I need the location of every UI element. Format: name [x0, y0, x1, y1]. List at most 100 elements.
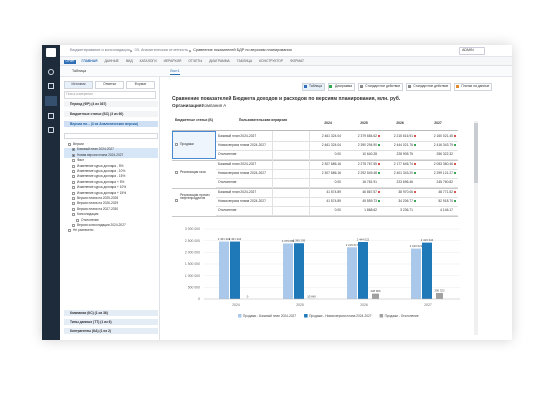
ribbon-tab[interactable]: ВИД	[125, 59, 133, 63]
tree-item[interactable]: Факт	[77, 158, 85, 163]
dimension-header[interactable]: Бюджетные статьи (БС) (3 из 60)	[64, 111, 158, 118]
tree-checkbox[interactable]	[72, 180, 75, 184]
dimension-header[interactable]: Типы данных (ТТ) (1 из 6)	[64, 319, 158, 326]
ribbon-tab[interactable]: Отчет	[64, 59, 77, 64]
row-label: Новая версия плана 2024-2027	[218, 170, 266, 175]
tree-checkbox[interactable]	[72, 186, 75, 190]
user-box[interactable]	[459, 47, 485, 55]
tree-item[interactable]: Базовый план 2024-2027	[77, 147, 114, 152]
tree-checkbox[interactable]	[72, 159, 75, 163]
tree-checkbox[interactable]	[72, 202, 75, 206]
ribbon-tab[interactable]: ТАБЛИЦА	[236, 59, 253, 63]
tree-checkbox[interactable]	[72, 213, 75, 217]
tree-item[interactable]: Версия плана на 2025-2028	[77, 196, 119, 200]
tree-checkbox[interactable]	[72, 148, 75, 152]
ribbon-tab[interactable]: ОТЧЕТЫ	[188, 59, 203, 63]
table-cell: 2 292 549.48	[357, 170, 377, 175]
toolbar-button[interactable]: Стандартное действие	[406, 83, 452, 91]
search-field[interactable]: Поиск измерения	[64, 91, 156, 99]
ribbon-tab[interactable]: ДАННЫЕ	[104, 59, 119, 63]
tree-item[interactable]: Версии	[73, 142, 84, 146]
ribbon-tab[interactable]: КАТАЛОГИ	[139, 59, 157, 63]
tree-item[interactable]: Изменение курса доллара + 15%	[77, 190, 127, 195]
user-name[interactable]: ADMIN	[462, 48, 474, 53]
breadcrumb-item[interactable]: Бюджетирование и консолидация	[70, 48, 130, 52]
panel-tab[interactable]: Таблица	[72, 68, 87, 73]
toolbar-button[interactable]: Стандартное действие	[358, 83, 404, 91]
table-cell: 41 574.89	[326, 189, 341, 194]
tree-checkbox[interactable]	[68, 229, 71, 233]
tree-item[interactable]: Изменение курса доллара - 5%	[77, 163, 124, 168]
sheet-tab[interactable]: Лист1	[170, 69, 180, 76]
bar	[347, 247, 357, 299]
nav-icon[interactable]	[45, 96, 57, 106]
nav-icon[interactable]	[48, 113, 54, 119]
table-cell: 2 416 343.79	[433, 142, 453, 147]
value-label: 2 390 295	[293, 239, 306, 243]
toolbar-icon	[303, 84, 307, 88]
dimension-header[interactable]: Компании (КС) (1 из 36)	[64, 310, 158, 317]
table-cell: 4 146.17	[440, 207, 453, 212]
tree-item[interactable]: Версия плана на 2026-2029	[77, 201, 119, 206]
panel-button[interactable]: Отметки	[95, 81, 124, 89]
tree-checkbox[interactable]	[72, 191, 75, 195]
tree-checkbox[interactable]	[72, 197, 75, 200]
tree-checkbox[interactable]	[72, 170, 75, 173]
tree-item[interactable]: Отклонение	[81, 217, 99, 222]
dimension-header[interactable]: Период (ФР) (4 из 367)	[64, 101, 158, 108]
ribbon-tab[interactable]: КОНСТРУКТОР	[259, 59, 284, 63]
tree-item[interactable]: Консолидация	[77, 212, 99, 217]
filter-bar[interactable]	[64, 133, 158, 139]
tree-checkbox[interactable]	[76, 218, 79, 222]
panel-button[interactable]: Формат	[126, 81, 155, 89]
group-checkbox[interactable]	[175, 171, 178, 174]
status-icon	[414, 144, 417, 147]
tree-item[interactable]: Версия консолидации 2024-2027	[77, 223, 126, 227]
row-label: Отклонение	[218, 179, 237, 184]
tree-checkbox[interactable]	[68, 143, 71, 146]
nav-icon[interactable]	[48, 127, 54, 133]
table-cell: 2 390 294.90	[357, 142, 377, 147]
ribbon-tab[interactable]: ГЛАВНАЯ	[81, 59, 98, 63]
scrollbar[interactable]	[474, 121, 478, 335]
group-label: Продажи	[180, 141, 194, 146]
toolbar-button[interactable]: Диаграмма	[327, 83, 356, 91]
tree-item[interactable]: Версия плана на 2027-2030	[77, 206, 119, 211]
legend-swatch	[304, 314, 308, 318]
dimension-header[interactable]: Версии пл... (3 из Аналитические версии)	[64, 121, 158, 128]
tree-item[interactable]: Изменение курса доллара + 10%	[77, 185, 127, 190]
status-icon	[378, 135, 381, 138]
ribbon-tab[interactable]: ФОРМАТ	[290, 59, 304, 63]
nav-icon[interactable]	[48, 83, 54, 89]
breadcrumb-item[interactable]: 03. Аналитическая отчетность	[134, 48, 189, 52]
tree-checkbox[interactable]	[72, 153, 75, 157]
ribbon-tab[interactable]: ИЕРАРХИЯ	[163, 59, 182, 63]
tree-item[interactable]: Изменение курса доллара - 15%	[77, 174, 126, 179]
tree-item[interactable]: Не разнесено	[73, 228, 94, 233]
ribbon-tab[interactable]: ДИАГРАММА	[209, 59, 230, 63]
tree-checkbox[interactable]	[72, 164, 75, 168]
table-cell: 2 275 767.55	[357, 161, 377, 166]
tree-item[interactable]: Изменение курса доллара + 5%	[77, 179, 125, 184]
tree-checkbox[interactable]	[72, 207, 75, 211]
tree-checkbox[interactable]	[72, 175, 75, 179]
nav-icon[interactable]	[48, 69, 54, 75]
toolbar-button[interactable]: Таблица	[302, 83, 325, 91]
y-tick-label: 1 500 000	[185, 262, 200, 266]
toolbar-button[interactable]: Плитки на данные	[454, 83, 493, 91]
tree-item[interactable]: Изменение курса доллара - 10%	[77, 169, 126, 173]
group-checkbox[interactable]	[175, 199, 178, 202]
table-header: 2027	[434, 121, 442, 125]
table-header: 2024	[324, 121, 332, 125]
status-icon	[454, 200, 457, 203]
y-tick-label: 1 000 000	[185, 274, 200, 278]
scroll-thumb[interactable]	[474, 123, 478, 183]
group-checkbox[interactable]	[175, 143, 178, 146]
dimension-header[interactable]: Контрагенты (КА) (1 из 2)	[64, 328, 158, 335]
bar	[294, 243, 304, 299]
row-rule	[216, 149, 458, 151]
tree-item[interactable]: Новая версия плана 2024-2027	[77, 152, 124, 157]
panel-button[interactable]: Источник	[64, 81, 93, 89]
tree-checkbox[interactable]	[72, 224, 75, 227]
table-cell: 2 461 324.04	[321, 142, 341, 147]
